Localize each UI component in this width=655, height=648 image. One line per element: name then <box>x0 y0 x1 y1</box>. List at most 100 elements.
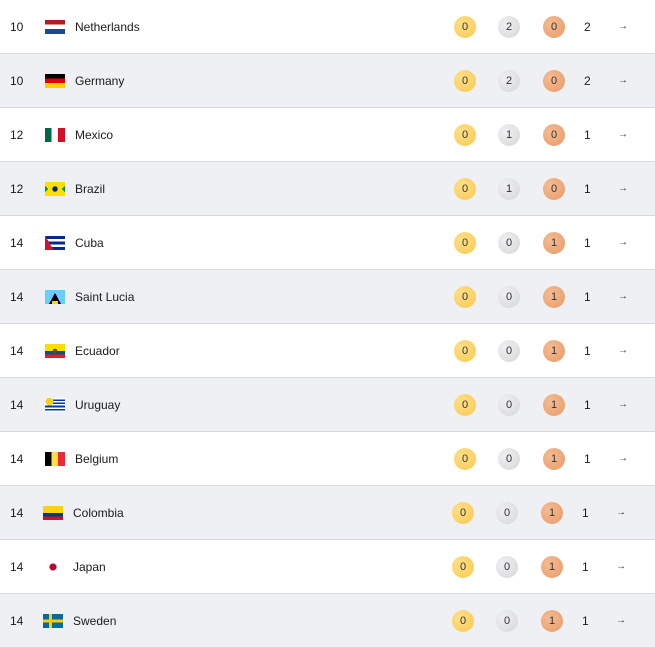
arrow-right-icon[interactable]: → <box>618 399 628 410</box>
country-flag-icon <box>45 182 65 196</box>
arrow-right-icon[interactable]: → <box>616 507 626 518</box>
total-medal-count: 1 <box>584 128 591 142</box>
medal-table-row[interactable]: 12 Mexico 0 1 0 1 → <box>0 108 655 162</box>
silver-medal-count: 2 <box>498 70 520 92</box>
country-flag-icon <box>45 452 65 466</box>
medal-table-row[interactable]: 14 Colombia 0 0 1 1 → <box>0 486 655 540</box>
total-medal-count: 1 <box>584 344 591 358</box>
total-medal-count: 1 <box>584 236 591 250</box>
total-medal-count: 2 <box>584 74 591 88</box>
country-name[interactable]: Brazil <box>75 182 106 196</box>
bronze-medal-count: 0 <box>543 178 565 200</box>
gold-medal-count: 0 <box>454 340 476 362</box>
arrow-right-icon[interactable]: → <box>616 561 626 572</box>
rank: 10 <box>10 74 24 88</box>
country-flag-icon <box>45 74 65 88</box>
bronze-medal-count: 1 <box>541 502 563 524</box>
gold-medal-count: 0 <box>454 70 476 92</box>
medal-table-row[interactable]: 10 Netherlands 0 2 0 2 → <box>0 0 655 54</box>
silver-medal-count: 0 <box>498 232 520 254</box>
country-name[interactable]: Saint Lucia <box>75 290 135 304</box>
arrow-right-icon[interactable]: → <box>618 21 628 32</box>
bronze-medal-count: 0 <box>543 124 565 146</box>
gold-medal-count: 0 <box>454 232 476 254</box>
arrow-right-icon[interactable]: → <box>618 345 628 356</box>
rank: 14 <box>10 506 24 520</box>
rank: 14 <box>10 398 24 412</box>
silver-medal-count: 0 <box>496 502 518 524</box>
arrow-right-icon[interactable]: → <box>618 291 628 302</box>
arrow-right-icon[interactable]: → <box>616 615 626 626</box>
country-flag-icon <box>45 344 65 358</box>
gold-medal-count: 0 <box>452 502 474 524</box>
gold-medal-count: 0 <box>452 556 474 578</box>
total-medal-count: 1 <box>584 452 591 466</box>
country-name[interactable]: Sweden <box>73 614 117 628</box>
silver-medal-count: 0 <box>498 448 520 470</box>
country-flag-icon <box>43 506 63 520</box>
country-name[interactable]: Japan <box>73 560 106 574</box>
total-medal-count: 1 <box>584 290 591 304</box>
country-flag-icon <box>43 614 63 628</box>
country-name[interactable]: Germany <box>75 74 125 88</box>
silver-medal-count: 0 <box>498 394 520 416</box>
gold-medal-count: 0 <box>454 124 476 146</box>
silver-medal-count: 0 <box>498 286 520 308</box>
rank: 14 <box>10 344 24 358</box>
bronze-medal-count: 1 <box>541 610 563 632</box>
rank: 14 <box>10 614 24 628</box>
arrow-right-icon[interactable]: → <box>618 237 628 248</box>
silver-medal-count: 2 <box>498 16 520 38</box>
country-name[interactable]: Mexico <box>75 128 114 142</box>
rank: 12 <box>10 128 24 142</box>
rank: 14 <box>10 560 24 574</box>
country-flag-icon <box>45 236 65 250</box>
country-flag-icon <box>45 398 65 412</box>
medal-table-row[interactable]: 14 Japan 0 0 1 1 → <box>0 540 655 594</box>
country-flag-icon <box>43 560 63 574</box>
country-flag-icon <box>45 290 65 304</box>
total-medal-count: 1 <box>584 182 591 196</box>
bronze-medal-count: 1 <box>543 394 565 416</box>
medal-table-row[interactable]: 10 Germany 0 2 0 2 → <box>0 54 655 108</box>
total-medal-count: 1 <box>582 506 589 520</box>
medal-table-row[interactable]: 14 Cuba 0 0 1 1 → <box>0 216 655 270</box>
silver-medal-count: 0 <box>496 556 518 578</box>
gold-medal-count: 0 <box>452 610 474 632</box>
country-name[interactable]: Ecuador <box>75 344 120 358</box>
total-medal-count: 1 <box>582 560 589 574</box>
arrow-right-icon[interactable]: → <box>618 75 628 86</box>
silver-medal-count: 1 <box>498 178 520 200</box>
arrow-right-icon[interactable]: → <box>618 129 628 140</box>
country-name[interactable]: Colombia <box>73 506 124 520</box>
medal-table-row[interactable]: 14 Sweden 0 0 1 1 → <box>0 594 655 648</box>
medal-table-row[interactable]: 12 Brazil 0 1 0 1 → <box>0 162 655 216</box>
medal-table-row[interactable]: 14 Ecuador 0 0 1 1 → <box>0 324 655 378</box>
rank: 14 <box>10 236 24 250</box>
rank: 14 <box>10 290 24 304</box>
medal-table-row[interactable]: 14 Belgium 0 0 1 1 → <box>0 432 655 486</box>
arrow-right-icon[interactable]: → <box>618 183 628 194</box>
bronze-medal-count: 1 <box>543 448 565 470</box>
silver-medal-count: 1 <box>498 124 520 146</box>
country-name[interactable]: Belgium <box>75 452 119 466</box>
gold-medal-count: 0 <box>454 394 476 416</box>
medal-table-row[interactable]: 14 Saint Lucia 0 0 1 1 → <box>0 270 655 324</box>
arrow-right-icon[interactable]: → <box>618 453 628 464</box>
bronze-medal-count: 1 <box>543 340 565 362</box>
silver-medal-count: 0 <box>496 610 518 632</box>
rank: 12 <box>10 182 24 196</box>
gold-medal-count: 0 <box>454 16 476 38</box>
gold-medal-count: 0 <box>454 286 476 308</box>
total-medal-count: 2 <box>584 20 591 34</box>
country-name[interactable]: Cuba <box>75 236 104 250</box>
bronze-medal-count: 0 <box>543 70 565 92</box>
medal-table-row[interactable]: 14 Uruguay 0 0 1 1 → <box>0 378 655 432</box>
total-medal-count: 1 <box>582 614 589 628</box>
country-name[interactable]: Netherlands <box>75 20 140 34</box>
country-name[interactable]: Uruguay <box>75 398 121 412</box>
bronze-medal-count: 1 <box>543 286 565 308</box>
rank: 10 <box>10 20 24 34</box>
rank: 14 <box>10 452 24 466</box>
